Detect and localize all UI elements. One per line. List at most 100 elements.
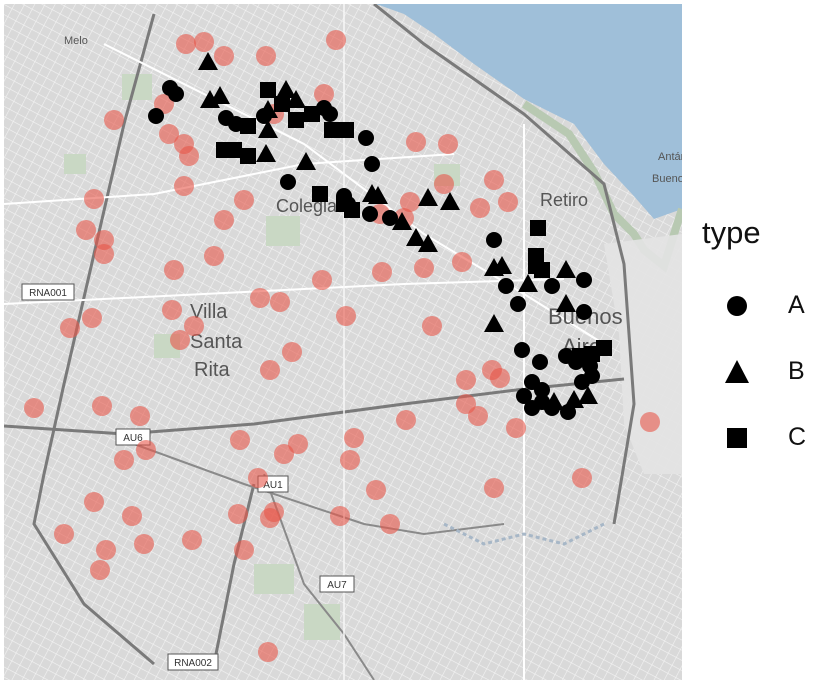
type-b-point bbox=[210, 86, 230, 104]
type-b-point bbox=[258, 100, 278, 118]
background-point bbox=[130, 406, 150, 426]
background-point bbox=[344, 428, 364, 448]
background-point bbox=[84, 189, 104, 209]
road-shield-label: RNA001 bbox=[29, 288, 67, 299]
background-point bbox=[60, 318, 80, 338]
map-panel[interactable]: Melo Retiro Colegiales Villa Santa Rita … bbox=[4, 4, 682, 680]
background-point bbox=[182, 530, 202, 550]
type-c-point bbox=[324, 122, 340, 138]
type-b-point bbox=[392, 212, 412, 230]
background-point bbox=[484, 170, 504, 190]
background-point bbox=[452, 252, 472, 272]
type-a-point bbox=[510, 296, 526, 312]
type-b-point bbox=[578, 386, 598, 404]
background-point bbox=[396, 410, 416, 430]
road-shield-label: AU6 bbox=[123, 433, 143, 444]
background-point bbox=[314, 84, 334, 104]
street-map[interactable]: Melo Retiro Colegiales Villa Santa Rita … bbox=[4, 4, 682, 680]
background-point bbox=[330, 506, 350, 526]
type-a-point bbox=[362, 206, 378, 222]
road-shield-box bbox=[21, 283, 75, 301]
type-c-point bbox=[240, 118, 256, 134]
background-point bbox=[456, 370, 476, 390]
type-c-point bbox=[530, 220, 546, 236]
background-point bbox=[326, 30, 346, 50]
legend-title: type bbox=[702, 215, 761, 250]
type-a-point bbox=[534, 382, 550, 398]
river-water bbox=[376, 4, 682, 219]
background-point bbox=[234, 540, 254, 560]
type-b-point bbox=[418, 188, 438, 206]
background-point bbox=[82, 308, 102, 328]
avenue bbox=[4, 153, 455, 205]
type-b-point bbox=[492, 256, 512, 274]
background-point bbox=[258, 642, 278, 662]
background-point bbox=[92, 396, 112, 416]
background-point bbox=[162, 300, 182, 320]
background-point bbox=[484, 478, 504, 498]
type-a-point bbox=[516, 388, 532, 404]
place-label-melo: Melo bbox=[64, 35, 88, 47]
road-shield-label: AU1 bbox=[263, 480, 283, 491]
type-b-point bbox=[368, 186, 388, 204]
highway bbox=[32, 13, 156, 666]
type-c-point bbox=[344, 202, 360, 218]
type-c-point bbox=[274, 96, 290, 112]
background-point bbox=[250, 288, 270, 308]
background-point bbox=[164, 260, 184, 280]
road-shields: RNA001 AU6 AU1 AU7 RNA002 bbox=[21, 283, 355, 671]
type-a-point bbox=[358, 130, 374, 146]
background-point bbox=[94, 230, 114, 250]
legend-label-c: C bbox=[788, 423, 807, 451]
background-point bbox=[260, 360, 280, 380]
type-b-point bbox=[564, 390, 584, 408]
background-point bbox=[84, 492, 104, 512]
background-point bbox=[456, 394, 476, 414]
background-point bbox=[640, 412, 660, 432]
type-b-point bbox=[418, 234, 438, 252]
road-shield-box bbox=[319, 575, 355, 593]
legend-label-b: B bbox=[788, 357, 805, 385]
type-b-point bbox=[544, 392, 564, 410]
square-icon bbox=[727, 428, 747, 448]
background-point bbox=[136, 440, 156, 460]
background-point bbox=[256, 46, 276, 66]
background-point bbox=[400, 192, 420, 212]
type-a-point bbox=[382, 210, 398, 226]
type-a-point bbox=[498, 278, 514, 294]
background-point bbox=[498, 192, 518, 212]
place-label-antartida: Antártida bbox=[658, 151, 682, 163]
background-point bbox=[340, 450, 360, 470]
park bbox=[266, 216, 300, 246]
type-c-point bbox=[572, 348, 588, 364]
circle-icon bbox=[727, 296, 747, 316]
background-point bbox=[134, 534, 154, 554]
road-shield-box bbox=[115, 428, 151, 446]
place-label-buenos-river: Buenos bbox=[652, 173, 682, 185]
background-point bbox=[438, 134, 458, 154]
background-point bbox=[204, 246, 224, 266]
highway bbox=[133, 443, 505, 536]
background-point bbox=[96, 540, 116, 560]
background-point bbox=[336, 306, 356, 326]
place-label-rita: Rita bbox=[194, 359, 230, 381]
avenue bbox=[4, 278, 565, 305]
background-point bbox=[506, 418, 526, 438]
type-a-point bbox=[280, 174, 296, 190]
type-a-point bbox=[532, 354, 548, 370]
avenue bbox=[103, 43, 605, 345]
legend: type A B C bbox=[700, 215, 810, 475]
type-b-point bbox=[518, 274, 538, 292]
place-label-santa: Santa bbox=[190, 331, 243, 353]
background-point bbox=[179, 146, 199, 166]
background-point bbox=[174, 176, 194, 196]
background-point bbox=[214, 210, 234, 230]
background-point bbox=[264, 502, 284, 522]
highway bbox=[263, 473, 375, 680]
background-point bbox=[228, 504, 248, 524]
background-points bbox=[24, 30, 660, 662]
type-c-point bbox=[240, 148, 256, 164]
type-a-point bbox=[576, 272, 592, 288]
type-b-point bbox=[556, 294, 576, 312]
background-point bbox=[470, 198, 490, 218]
